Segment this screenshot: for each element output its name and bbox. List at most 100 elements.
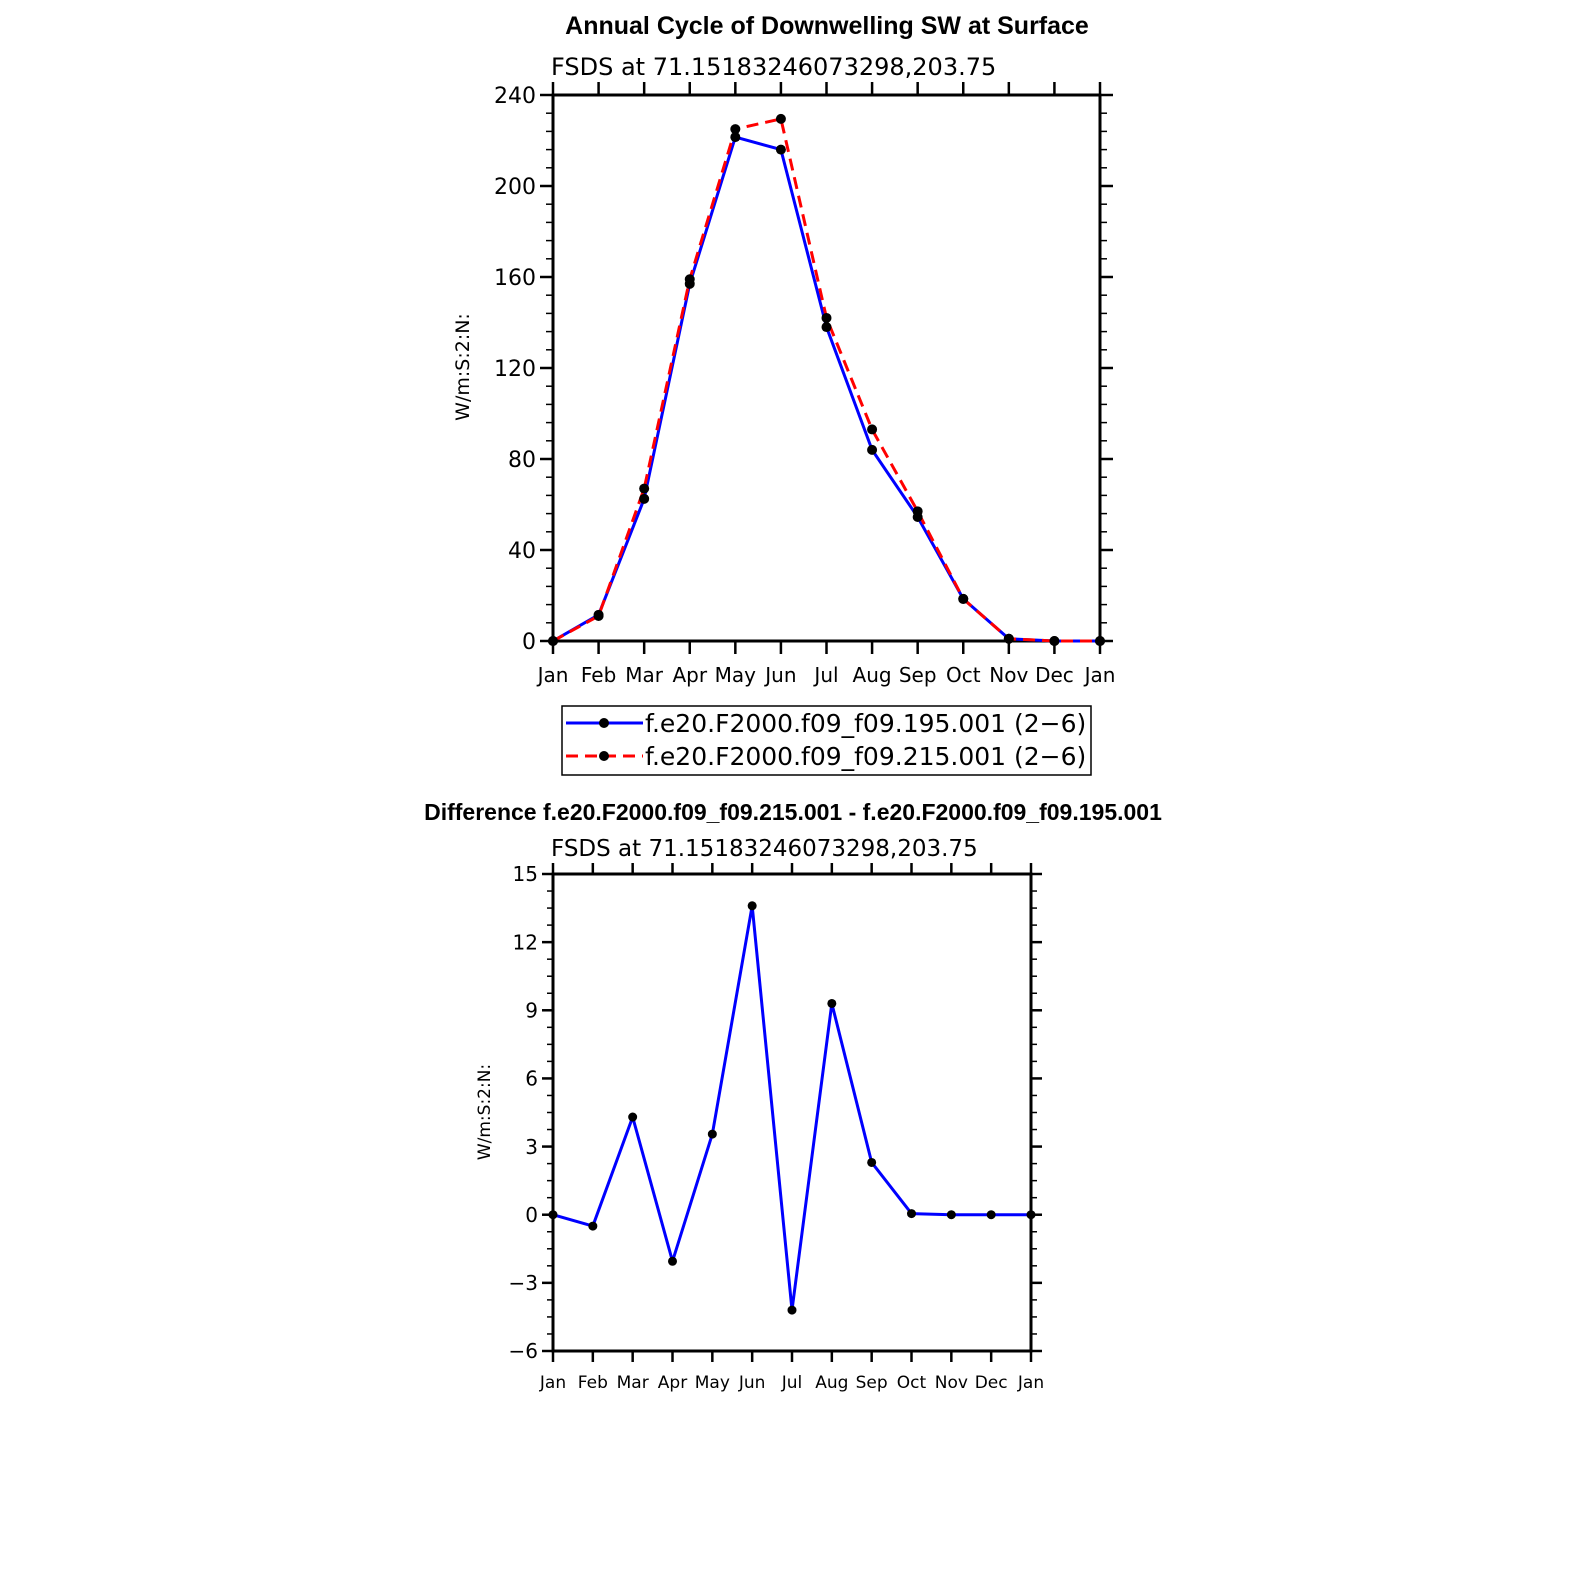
legend-marker-series-2 [599,751,609,761]
plot-frame [551,872,1033,1353]
legend-marker-series-1 [599,718,609,728]
chart-title: Annual Cycle of Downwelling SW at Surfac… [565,12,1089,40]
data-point-series-1 [907,1209,916,1219]
data-point-series-2 [1095,636,1105,646]
data-point-series-1 [827,998,837,1008]
data-point-series-1 [628,1112,638,1122]
y-tick-label: 6 [525,1067,538,1091]
y-tick-label: 0 [522,630,536,655]
x-tick-label: Apr [658,1373,687,1393]
x-tick-label: Feb [578,1373,608,1393]
data-point-series-1 [707,1129,717,1139]
y-axis-label: W/m:S:2:N: [475,1064,495,1160]
series-group [548,113,1105,646]
data-point-series-1 [1026,1210,1036,1220]
data-point-series-1 [639,493,650,504]
data-point-series-2 [867,424,878,435]
y-tick-label: 40 [508,539,536,564]
y-tick-label: 12 [513,930,538,954]
plot-frame [551,93,1102,643]
y-tick-labels: −6 −3 0 3 6 9 12 15 [509,862,538,1363]
x-tick-label: May [715,663,757,687]
y-axis-label: W/m:S:2:N: [452,313,474,421]
y-tick-label: 240 [494,84,536,109]
x-tick-label: Dec [1035,663,1074,687]
x-tick-label: Jul [781,1373,803,1393]
x-tick-label: Feb [581,663,616,687]
x-tick-label: Jan [1083,663,1116,687]
y-tick-label: 0 [525,1203,538,1227]
annual-cycle-chart: Annual Cycle of Downwelling SW at Surfac… [452,12,1116,776]
data-point-series-1 [821,322,832,333]
y-tick-label: 15 [513,862,538,886]
data-point-series-1 [867,444,878,455]
y-tick-label: 80 [508,448,536,473]
data-point-series-2 [1049,636,1060,646]
y-tick-label: 120 [494,357,536,382]
x-tick-label: Sep [856,1373,888,1393]
data-point-series-1 [588,1221,598,1231]
y-tick-label: 3 [525,1135,538,1159]
data-point-series-1 [775,144,786,155]
y-tick-label: −3 [509,1271,538,1295]
y-tick-label: −6 [509,1339,538,1363]
chart-subtitle: FSDS at 71.15183246073298,203.75 [551,836,978,862]
x-tick-label: Jun [763,663,796,687]
x-tick-label: Oct [897,1373,927,1393]
legend: f.e20.F2000.f09_f09.195.001 (2−6) f.e20.… [561,705,1092,776]
data-point-series-2 [912,506,923,517]
difference-chart: Difference f.e20.F2000.f09_f09.215.001 -… [424,799,1162,1393]
x-tick-label: Jan [539,1373,566,1393]
series-group [548,901,1036,1315]
series-line-2 [552,117,1100,643]
data-point-series-1 [747,901,757,911]
x-tick-labels: Jan Feb Mar Apr May Jun Jul Aug Sep Oct Nov Dec Jan [539,1373,1044,1393]
y-tick-label: 9 [525,998,538,1022]
x-tick-labels: Jan Feb Mar Apr May Jun Jul Aug Sep Oct Nov Dec Jan [536,663,1116,687]
x-tick-label: Mar [617,1373,649,1393]
x-tick-label: Dec [975,1373,1008,1393]
x-tick-label: Mar [625,663,664,687]
x-tick-label: Jan [536,663,569,687]
legend-box [561,705,1092,776]
y-tick-labels: 0 40 80 120 160 200 240 [494,84,536,655]
y-tick-label: 200 [494,175,536,200]
data-point-series-2 [775,113,786,124]
data-point-series-2 [639,483,650,494]
legend-label-series-1: f.e20.F2000.f09_f09.195.001 (2−6) [645,709,1086,738]
data-point-series-1 [668,1256,677,1266]
legend-label-series-2: f.e20.F2000.f09_f09.215.001 (2−6) [645,742,1086,771]
data-point-series-1 [867,1157,877,1167]
x-tick-label: Sep [899,663,937,687]
series-line-1 [552,135,1100,643]
data-point-series-2 [821,312,832,323]
data-point-series-1 [986,1210,996,1220]
x-tick-label: Jul [812,663,838,687]
chart-title: Difference f.e20.F2000.f09_f09.215.001 -… [424,799,1162,825]
x-tick-label: Aug [853,663,892,687]
data-point-series-1 [730,132,741,143]
data-point-series-2 [730,124,741,135]
x-tick-label: Jun [738,1373,766,1393]
series-line-1 [552,904,1031,1312]
x-tick-label: Jan [1017,1373,1044,1393]
data-point-series-2 [684,274,695,285]
y-tick-label: 160 [494,266,536,291]
data-point-series-1 [946,1210,956,1220]
x-tick-label: Aug [815,1373,848,1393]
axis-ticks [542,863,1042,1362]
data-point-series-2 [593,610,604,621]
axis-ticks [540,82,1113,654]
data-point-series-1 [548,1210,558,1220]
data-point-series-2 [958,593,969,604]
data-point-series-2 [548,636,558,646]
x-tick-label: Apr [672,663,707,687]
x-tick-label: Nov [935,1373,968,1393]
data-point-series-2 [1003,633,1014,644]
x-tick-label: May [695,1373,730,1393]
data-point-series-1 [787,1305,797,1315]
x-tick-label: Nov [989,663,1028,687]
x-tick-label: Oct [946,663,981,687]
chart-subtitle: FSDS at 71.15183246073298,203.75 [551,53,996,81]
